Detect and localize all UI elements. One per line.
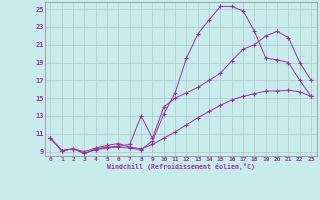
X-axis label: Windchill (Refroidissement éolien,°C): Windchill (Refroidissement éolien,°C) xyxy=(107,163,255,170)
